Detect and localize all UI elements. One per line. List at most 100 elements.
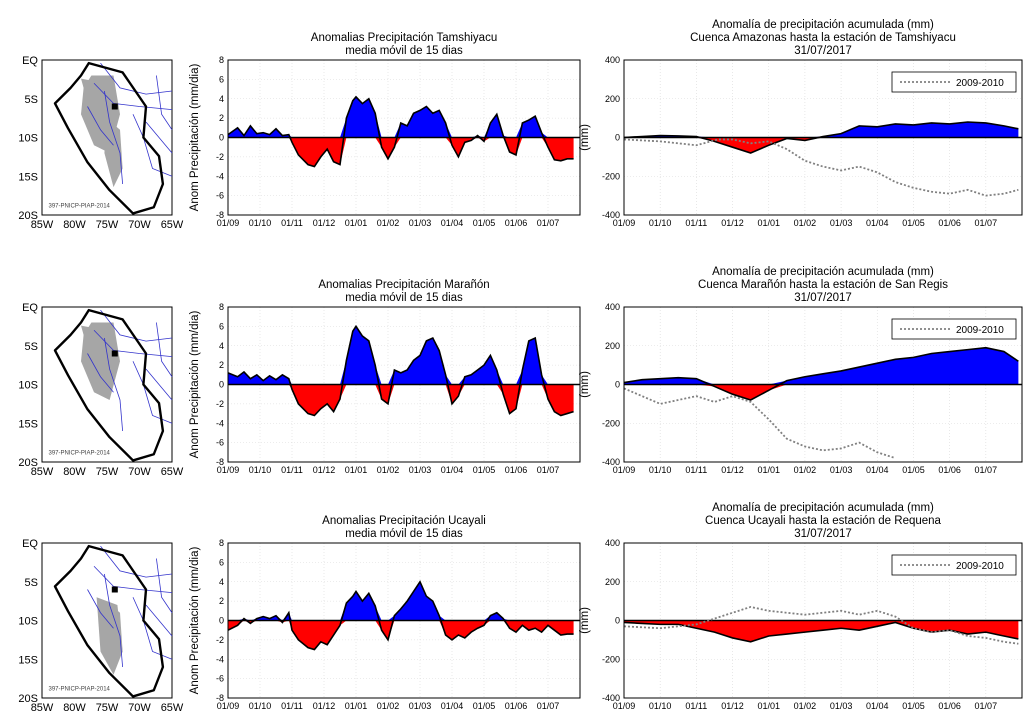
x-tick-label: 01/02 (377, 701, 400, 711)
x-tick-label: 01/07 (537, 465, 560, 475)
x-tick-label: 01/05 (473, 465, 496, 475)
x-tick-label: 01/04 (866, 701, 889, 711)
anomaly-series-line (623, 346, 1019, 401)
x-tick-label: 01/02 (794, 218, 817, 228)
y-tick-label: 2 (219, 113, 224, 123)
positive-anomaly-area (624, 347, 1019, 385)
basin-shade-area (96, 597, 123, 675)
x-tick-label: 01/11 (281, 701, 303, 711)
map-lat-tick-label: 5S (25, 577, 38, 589)
x-tick-label: 01/10 (249, 465, 272, 475)
river-line (156, 558, 173, 613)
x-tick-label: 01/07 (975, 701, 998, 711)
x-tick-label: 01/07 (537, 701, 560, 711)
y-tick-label: 200 (605, 94, 620, 104)
x-tick-label: 01/03 (830, 465, 853, 475)
chart-title-line: Anomalias Precipitación Tamshiyacu (311, 32, 497, 44)
map-lat-tick-label: 15S (18, 418, 38, 430)
river-line (87, 589, 114, 629)
y-tick-label: 8 (219, 55, 224, 65)
x-tick-label: 01/03 (830, 701, 853, 711)
reference-2009-2010-line (623, 138, 1019, 197)
y-axis-label: (mm) (579, 124, 591, 151)
map-lon-tick-label: 80W (63, 219, 86, 231)
x-tick-label: 01/03 (409, 465, 432, 475)
map-lat-tick-label: 20S (18, 210, 38, 222)
legend-box (891, 71, 1017, 93)
chart-title-line: media móvil de 15 dias (345, 45, 463, 57)
y-tick-label: 6 (219, 321, 224, 331)
y-tick-label: -4 (216, 418, 224, 428)
map-watermark: 397-PNICP-PIAP-2014 (49, 203, 111, 209)
y-tick-label: 4 (219, 577, 224, 587)
y-tick-label: -4 (216, 654, 224, 664)
y-tick-label: -4 (216, 171, 224, 181)
plot-frame (623, 306, 1023, 463)
chart-title-line: Anomalía de precipitación acumulada (mm) (712, 502, 934, 514)
y-tick-label: 0 (219, 380, 224, 390)
map-lat-tick-label: 10S (18, 133, 38, 145)
y-axis-label: Anom Precipitación (mm/dia) (189, 547, 201, 695)
x-tick-label: 01/09 (613, 465, 636, 475)
x-tick-label: 01/10 (249, 218, 272, 228)
anomaly-series-line (227, 95, 574, 168)
y-tick-label: 8 (219, 302, 224, 312)
x-tick-label: 01/10 (249, 701, 272, 711)
reference-2009-2010-line (623, 387, 896, 459)
x-tick-label: 01/02 (377, 465, 400, 475)
x-tick-label: 01/04 (866, 465, 889, 475)
x-tick-label: 01/05 (902, 465, 925, 475)
y-axis-label: (mm) (579, 607, 591, 634)
x-tick-label: 01/09 (217, 218, 240, 228)
map-lat-tick-label: 10S (18, 616, 38, 628)
map-lon-tick-label: 65W (161, 219, 184, 231)
x-tick-label: 01/04 (866, 218, 889, 228)
y-tick-label: 6 (219, 74, 224, 84)
map-lat-tick-label: 20S (18, 693, 38, 705)
map-watermark: 397-PNICP-PIAP-2014 (49, 686, 111, 692)
y-tick-label: 0 (219, 133, 224, 143)
x-tick-label: 01/09 (613, 701, 636, 711)
y-tick-label: 0 (615, 380, 620, 390)
map-lat-tick-label: 10S (18, 380, 38, 392)
map-lon-tick-label: 75W (96, 219, 119, 231)
reference-2009-2010-line (623, 606, 1019, 645)
station-marker (111, 586, 118, 593)
chart-title-line: 31/07/2017 (794, 45, 852, 57)
x-tick-label: 01/05 (902, 701, 925, 711)
river-line (145, 604, 173, 637)
y-tick-label: -400 (602, 210, 620, 220)
x-tick-label: 01/11 (685, 701, 707, 711)
legend-box (891, 318, 1017, 340)
x-tick-label: 01/06 (938, 701, 961, 711)
map-lat-tick-label: 5S (25, 94, 38, 106)
y-tick-label: 400 (605, 538, 620, 548)
river-line (104, 90, 123, 185)
y-tick-label: -2 (216, 399, 224, 409)
anomaly-series-line (227, 324, 574, 417)
map-lon-tick-label: 85W (31, 466, 54, 478)
chart-title-line: 31/07/2017 (794, 528, 852, 540)
map-lon-tick-label: 85W (31, 219, 54, 231)
y-tick-label: -8 (216, 693, 224, 703)
map-lon-tick-label: 70W (128, 219, 151, 231)
river-line (156, 322, 173, 377)
positive-anomaly-area (624, 122, 1019, 138)
x-tick-label: 01/09 (613, 218, 636, 228)
negative-anomaly-area (228, 137, 574, 167)
plot-frame (623, 542, 1023, 699)
x-tick-label: 01/12 (721, 701, 744, 711)
positive-anomaly-area (228, 326, 574, 385)
map-lon-tick-label: 80W (63, 466, 86, 478)
y-tick-label: -6 (216, 438, 224, 448)
river-line (93, 82, 173, 110)
y-tick-label: 4 (219, 341, 224, 351)
y-tick-label: 6 (219, 557, 224, 567)
map-lat-tick-label: EQ (22, 55, 38, 67)
map-lon-tick-label: 65W (161, 466, 184, 478)
negative-anomaly-area (624, 137, 1019, 153)
negative-anomaly-area (228, 384, 574, 416)
